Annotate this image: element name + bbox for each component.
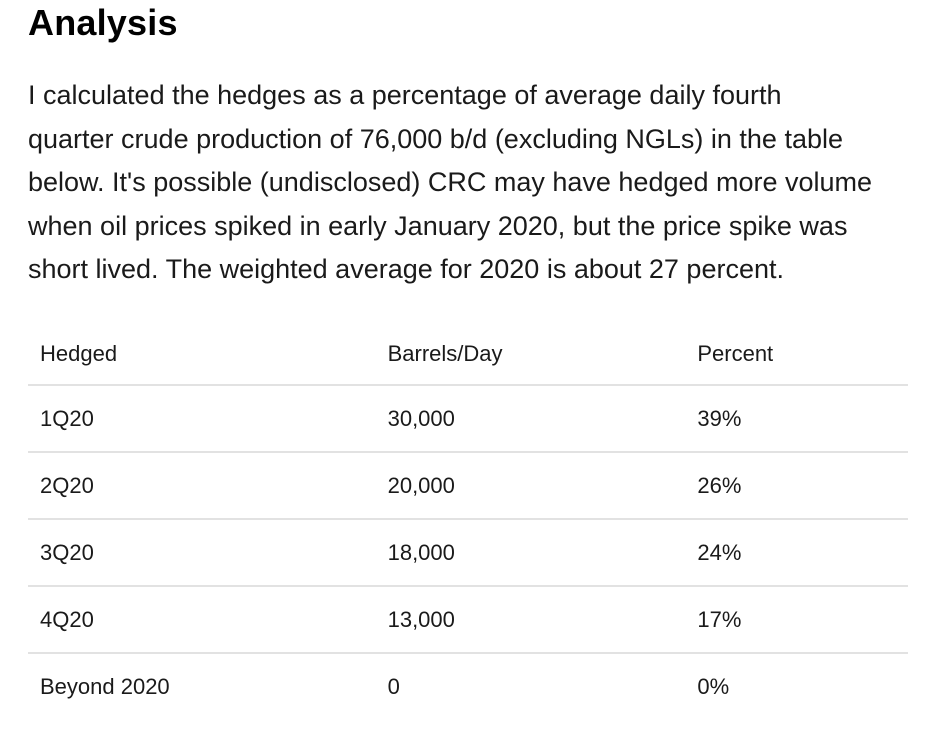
cell-percent: 17% [685, 585, 908, 654]
intro-line: short lived. The weighted average for 20… [28, 254, 784, 284]
cell-percent: 39% [685, 384, 908, 453]
cell-barrels-day: 18,000 [375, 518, 686, 587]
table-row: 4Q20 13,000 17% [28, 585, 908, 654]
cell-barrels-day: 0 [387, 673, 400, 699]
cell-barrels-day: 13,000 [375, 585, 686, 654]
column-header-hedged: Hedged [28, 323, 376, 386]
cell-percent: 0% [697, 673, 730, 699]
cell-percent: 24% [685, 518, 908, 587]
article-content: Analysis I calculated the hedges as a pe… [28, 2, 908, 719]
cell-barrels-day: 20,000 [375, 451, 686, 520]
table-header: Hedged Barrels/Day Percent [28, 323, 908, 386]
cell-hedged: 4Q20 [28, 585, 376, 654]
cell-percent: 26% [685, 451, 908, 520]
table-header-row: Hedged Barrels/Day Percent [28, 323, 908, 386]
table-body: 1Q20 30,000 39% 2Q20 20,000 26% 3Q20 18,… [28, 384, 908, 719]
intro-line: quarter crude production of 76,000 b/d (… [28, 123, 843, 154]
cell-hedged: 3Q20 [28, 518, 376, 587]
cell-hedged: 2Q20 [28, 451, 376, 520]
intro-paragraph: I calculated the hedges as a percentage … [28, 74, 908, 292]
column-header-barrels-day: Barrels/Day [375, 323, 686, 386]
page-title: Analysis [28, 2, 178, 43]
table-row: 2Q20 20,000 26% [28, 451, 908, 520]
column-header-percent: Percent [685, 323, 908, 386]
table-row: Beyond 2020 0 0% [28, 653, 908, 719]
hedges-table: Hedged Barrels/Day Percent 1Q20 30,000 3… [28, 323, 908, 719]
intro-line: I calculated the hedges as a percentage … [28, 80, 782, 110]
table-row: 3Q20 18,000 24% [28, 518, 908, 587]
cell-hedged: 1Q20 [28, 384, 376, 453]
intro-line: when oil prices spiked in early January … [28, 210, 848, 241]
cell-hedged: Beyond 2020 [40, 673, 170, 699]
cell-barrels-day: 30,000 [375, 384, 686, 453]
table-row: 1Q20 30,000 39% [28, 384, 908, 453]
intro-line: below. It's possible (undisclosed) CRC m… [28, 167, 873, 197]
